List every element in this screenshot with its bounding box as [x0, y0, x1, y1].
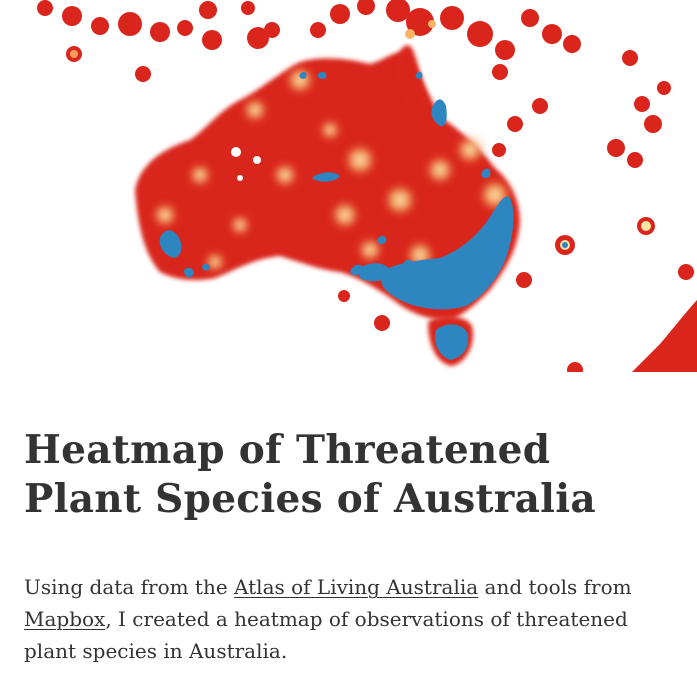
new-zealand-density	[632, 300, 697, 372]
cape-york-density	[395, 45, 430, 118]
mapbox-link[interactable]: Mapbox	[24, 607, 106, 631]
intro-text-segment: , I created a heatmap of observations of…	[24, 607, 628, 663]
intro-text-segment: and tools from	[478, 575, 632, 599]
peak-density-areas	[159, 71, 514, 360]
atlas-of-living-australia-link[interactable]: Atlas of Living Australia	[234, 575, 479, 599]
hotspot-dot	[70, 50, 78, 58]
no-data-gaps	[231, 147, 261, 181]
northern-observation-dots	[37, 0, 671, 168]
article-title: Heatmap of Threatened Plant Species of A…	[24, 427, 596, 522]
heatmap-map-graphic	[37, 0, 697, 372]
intro-text-segment: Using data from the	[24, 575, 235, 599]
heatmap-hero-image	[37, 0, 697, 372]
article-intro: Using data from the Atlas of Living Aust…	[24, 571, 684, 667]
offshore-hotspots	[338, 217, 694, 372]
hotspot-dot	[405, 29, 415, 39]
hotspot-dot	[428, 20, 436, 28]
